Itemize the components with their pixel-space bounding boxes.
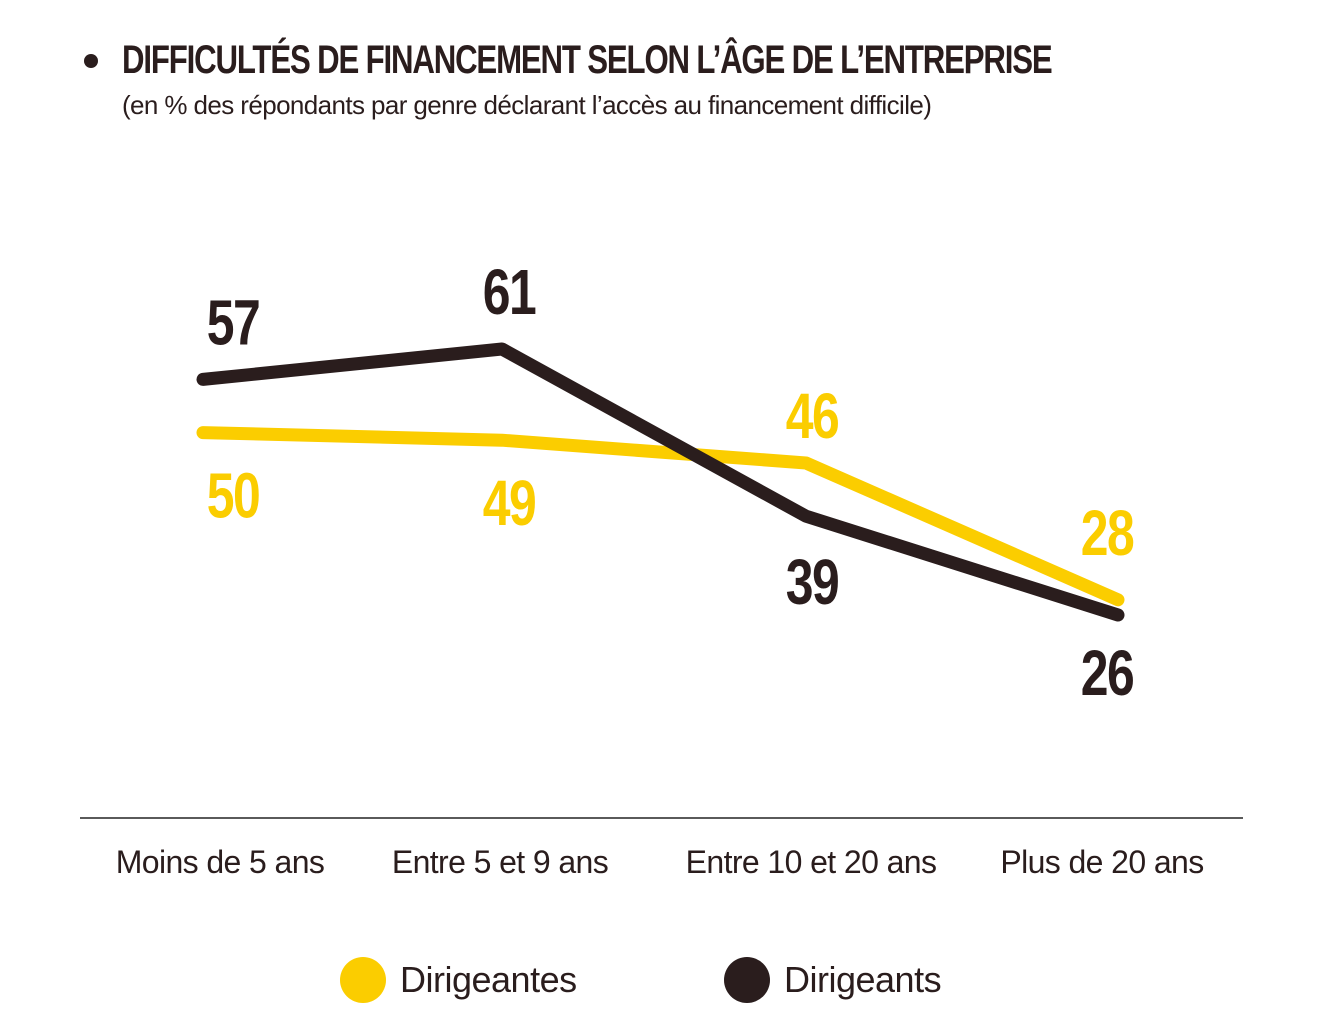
data-label-dirigeantes: 46: [786, 381, 838, 452]
legend-swatch-dirigeantes: [340, 957, 386, 1003]
chart-subtitle: (en % des répondants par genre déclarant…: [122, 90, 932, 120]
series-lines: [196, 342, 1125, 622]
data-label-dirigeantes: 50: [207, 461, 259, 532]
legend-swatch-dirigeants: [724, 957, 770, 1003]
bullet-icon: [84, 54, 98, 68]
x-tick-label: Entre 10 et 20 ans: [686, 844, 937, 880]
chart-title: DIFFICULTÉS DE FINANCEMENT SELON L’ÂGE D…: [122, 38, 1053, 82]
series-line-dirigeantes: [196, 426, 1125, 607]
x-tick-labels: Moins de 5 ans Entre 5 et 9 ans Entre 10 e…: [116, 844, 1205, 880]
x-tick-label: Plus de 20 ans: [1000, 844, 1203, 880]
x-tick-label: Entre 5 et 9 ans: [392, 844, 608, 880]
data-label-dirigeantes: 49: [483, 468, 535, 539]
data-label-dirigeants: 57: [207, 288, 259, 359]
data-label-dirigeantes: 28: [1081, 498, 1134, 569]
data-labels: 50 57 49 61 46 39 28 26: [207, 257, 1136, 709]
data-label-dirigeants: 39: [786, 547, 838, 618]
data-label-dirigeants: 26: [1081, 638, 1133, 709]
series-line-dirigeants: [196, 342, 1125, 622]
legend-label-dirigeantes: Dirigeantes: [400, 959, 577, 1000]
data-label-dirigeants: 61: [483, 257, 536, 328]
x-tick-label: Moins de 5 ans: [116, 844, 325, 880]
chart-legend: Dirigeantes Dirigeants: [0, 950, 1327, 1010]
legend-label-dirigeants: Dirigeants: [784, 959, 942, 1000]
line-chart: 50 57 49 61 46 39 28 26 Moins de 5 ans Entre 5 e…: [80, 257, 1243, 880]
